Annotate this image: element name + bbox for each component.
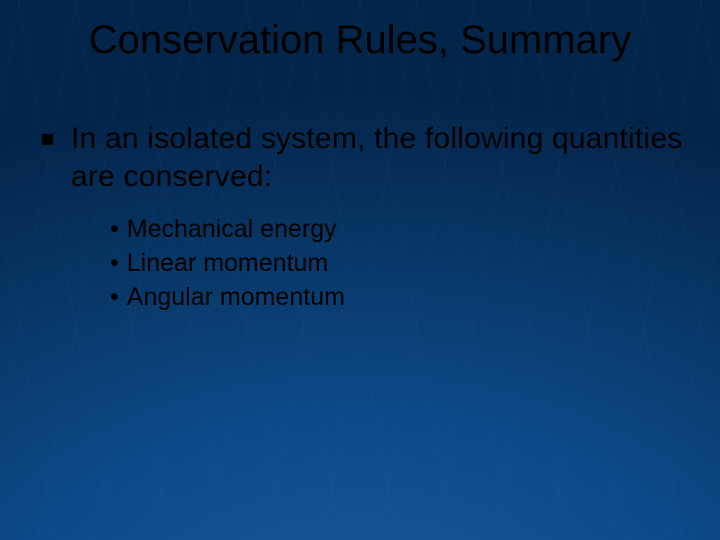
sub-item-text: Angular momentum (127, 281, 345, 315)
sub-item: • Mechanical energy (110, 213, 690, 247)
sub-item: • Linear momentum (110, 247, 690, 281)
dot-bullet-icon: • (110, 247, 119, 281)
main-point-text: In an isolated system, the following qua… (71, 120, 690, 195)
dot-bullet-icon: • (110, 213, 119, 247)
square-bullet-icon (42, 134, 53, 145)
sub-item-text: Linear momentum (127, 247, 328, 281)
bullet-level1: In an isolated system, the following qua… (42, 120, 690, 195)
slide-title: Conservation Rules, Summary (0, 18, 720, 63)
slide-body: In an isolated system, the following qua… (42, 120, 690, 314)
sub-item: • Angular momentum (110, 281, 690, 315)
sub-item-text: Mechanical energy (127, 213, 337, 247)
slide: Conservation Rules, Summary In an isolat… (0, 0, 720, 540)
dot-bullet-icon: • (110, 281, 119, 315)
sub-list: • Mechanical energy • Linear momentum • … (110, 213, 690, 314)
